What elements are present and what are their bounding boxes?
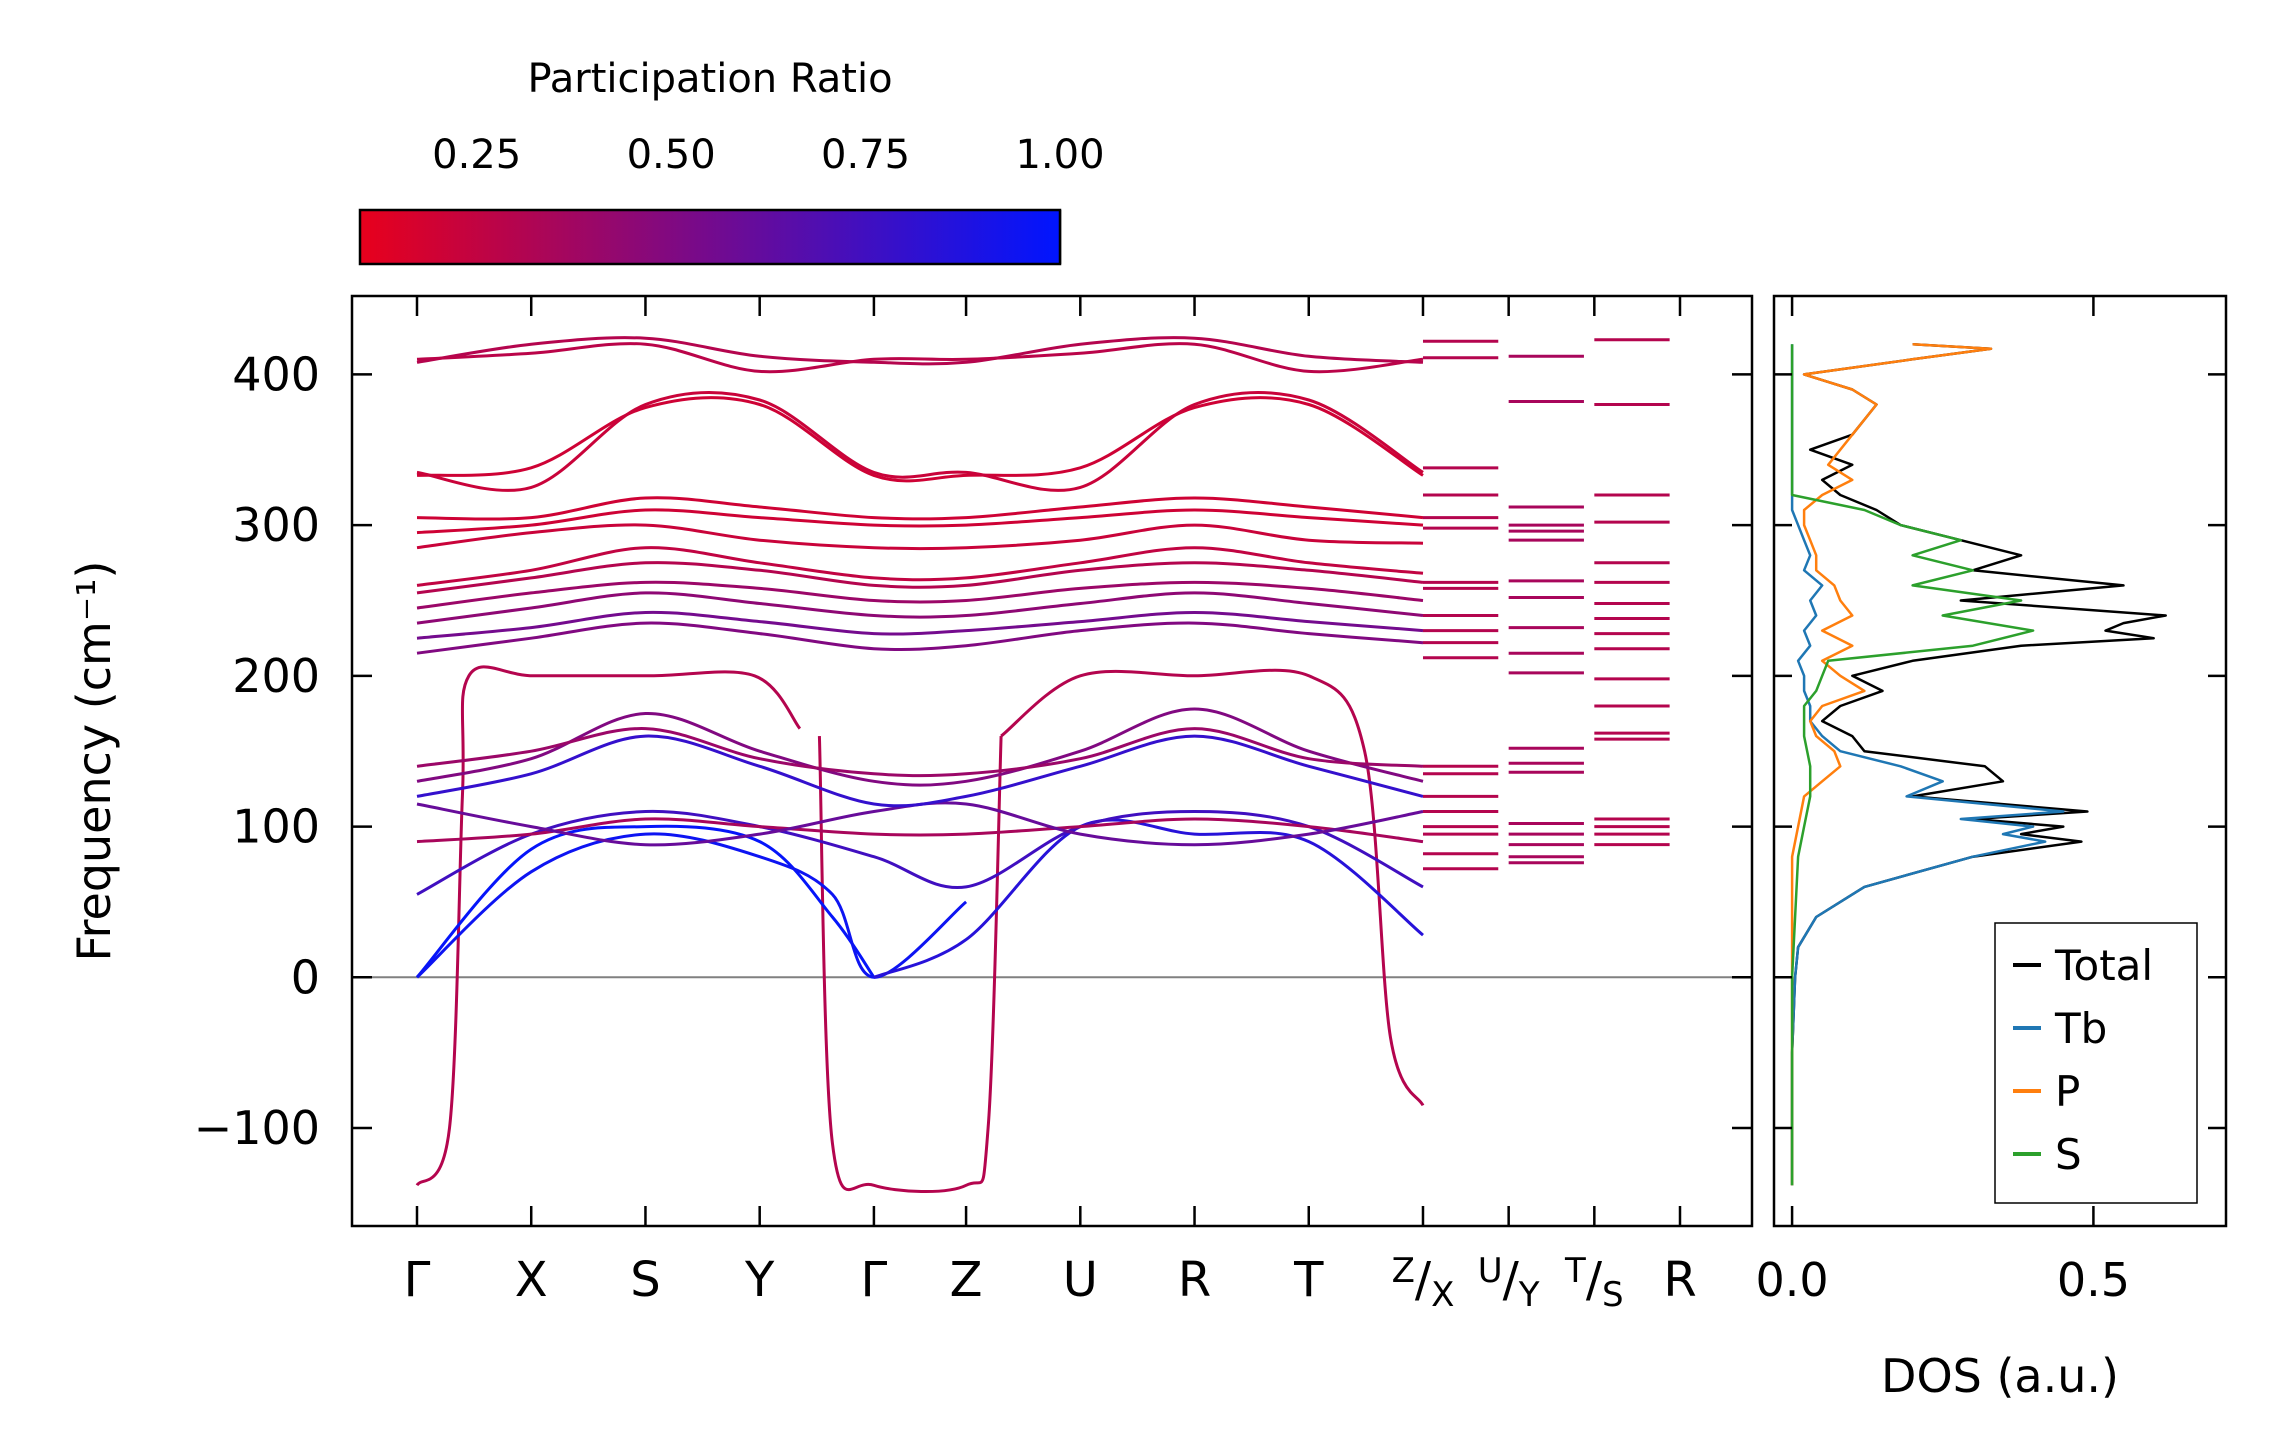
band-axes: −100 0 100 200 300 400 Γ X S Y Γ Z U R T Z/X U/Y T/S R — [194, 296, 1752, 1315]
colorbar-tick-label: 0.50 — [627, 132, 716, 178]
dos-legend: Total Tb PS — [1994, 922, 2198, 1204]
colorbar-label: Participation Ratio — [527, 56, 892, 102]
legend-label-s: S — [2055, 1130, 2082, 1179]
band-line-optic-high-2 — [416, 610, 1424, 640]
band-line-optic-mid-1 — [416, 734, 1424, 808]
band-line-optic-high-1 — [416, 621, 1424, 655]
legend-label-p: P — [2055, 1067, 2080, 1116]
colorbar-tick-label: 0.25 — [432, 132, 521, 178]
kpoint-label: U — [1063, 1252, 1098, 1308]
dos-line-p — [1790, 342, 1993, 1186]
band-line-band-imaginary-1 — [415, 665, 802, 1187]
dos-line-s — [1790, 344, 2035, 1186]
dos-axes: 0.0 0.5 — [1756, 296, 2226, 1307]
band-line-band-imaginary-3 — [1000, 668, 1425, 1107]
band-line-optic-high-3 — [416, 591, 1424, 625]
y-tick-label: 300 — [232, 498, 320, 552]
band-structure-panel: −100 0 100 200 300 400 Γ X S Y Γ Z U R T Z/X U/Y T/S R Fre… — [67, 294, 1754, 1315]
kpoint-label: T/S — [1564, 1251, 1624, 1315]
band-line-optic-low-2 — [416, 817, 1424, 844]
y-tick-label: 200 — [232, 649, 320, 703]
colorbar-tick-label: 1.00 — [1015, 132, 1104, 178]
band-line-optic-mid-3 — [416, 727, 1424, 778]
kpoint-label: U/Y — [1478, 1251, 1540, 1315]
band-line-optic-top-4 — [416, 342, 1424, 374]
kpoint-label: Z/X — [1392, 1251, 1455, 1315]
dos-x-axis-label: DOS (a.u.) — [1881, 1349, 2119, 1403]
band-line-optic-high-4 — [416, 580, 1424, 610]
y-tick-label: 400 — [232, 347, 320, 401]
band-line-acoustic-2 — [415, 832, 968, 979]
band-line-optic-high-8 — [416, 508, 1424, 535]
dos-x-tick-label: 0.5 — [2057, 1253, 2130, 1307]
band-line-optic-high-9 — [416, 496, 1424, 521]
band-line-band-imaginary-2 — [817, 736, 1003, 1193]
legend-label-total: Total — [2054, 941, 2153, 990]
y-tick-label: 0 — [291, 950, 320, 1004]
band-line-optic-high-6 — [416, 546, 1424, 587]
y-tick-label: 100 — [232, 800, 320, 854]
kpoint-label: Y — [744, 1252, 775, 1308]
y-tick-label: −100 — [194, 1101, 320, 1155]
legend-box — [1994, 922, 2198, 1204]
band-lines — [352, 336, 1752, 1193]
legend-label-tb: Tb — [2054, 1004, 2107, 1053]
dos-x-tick-label: 0.0 — [1756, 1253, 1829, 1307]
band-line-optic-high-5 — [416, 561, 1424, 595]
colorbar-gradient — [358, 208, 1062, 266]
band-frame — [350, 294, 1754, 1228]
band-line-optic-low-1 — [416, 809, 1424, 896]
dos-line-total — [1790, 342, 2167, 1186]
kpoint-label: Γ — [404, 1252, 431, 1308]
y-axis-label: Frequency (cm⁻¹) — [67, 561, 121, 962]
kpoint-label: X — [515, 1252, 548, 1308]
kpoint-label: Γ — [861, 1252, 888, 1308]
band-line-optic-mid-2 — [416, 707, 1424, 787]
dos-lines — [1790, 342, 2167, 1186]
band-line-optic-top-2 — [416, 390, 1424, 492]
dos-frame — [1772, 294, 2228, 1228]
colorbar-tick-label: 0.75 — [821, 132, 910, 178]
band-line-acoustic-1 — [415, 824, 876, 979]
band-line-optic-top-3 — [416, 336, 1424, 366]
kpoint-label: R — [1663, 1252, 1696, 1308]
band-line-optic-top-1 — [416, 396, 1424, 483]
band-line-optic-high-7 — [416, 523, 1424, 551]
kpoint-label: R — [1178, 1252, 1211, 1308]
kpoint-label: S — [630, 1252, 660, 1308]
colorbar: Participation Ratio 0.25 0.50 0.75 1.00 — [358, 56, 1105, 266]
kpoint-label: Z — [950, 1252, 983, 1308]
kpoint-label: T — [1293, 1252, 1324, 1308]
dos-panel: 0.0 0.5 DOS (a.u.) Total Tb PS — [1756, 294, 2228, 1403]
